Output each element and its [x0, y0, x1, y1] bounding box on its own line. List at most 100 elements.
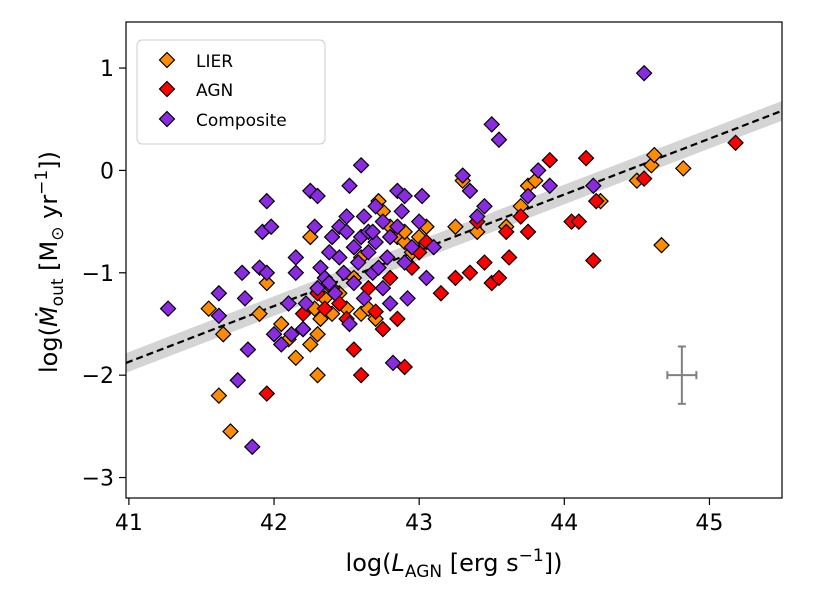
error-bar: [666, 345, 698, 405]
data-point-composite: [529, 162, 547, 179]
data-point-composite: [320, 274, 338, 292]
data-point-composite: [519, 187, 537, 205]
data-point-composite: [454, 167, 472, 184]
data-point-composite: [229, 371, 247, 389]
data-point-agn: [587, 192, 605, 210]
data-point-composite: [418, 269, 435, 287]
data-point-composite: [403, 238, 421, 256]
legend-marker-composite: [158, 110, 176, 128]
data-point-agn: [490, 269, 508, 287]
plot-frame: [125, 21, 783, 499]
data-point-agn: [500, 249, 518, 266]
data-point-composite: [345, 274, 363, 292]
series-composite: [159, 64, 653, 456]
x-tick-label: 45: [695, 511, 723, 536]
data-point-agn: [389, 310, 406, 328]
data-point-agn: [497, 223, 515, 241]
data-point-composite: [335, 264, 353, 282]
data-point-composite: [283, 325, 300, 343]
data-point-agn: [316, 300, 334, 317]
data-point-composite: [345, 238, 363, 256]
data-point-composite: [355, 290, 373, 307]
data-point-composite: [355, 208, 373, 225]
data-point-composite: [210, 284, 228, 302]
data-point-agn: [635, 170, 653, 187]
data-point-agn: [367, 303, 384, 321]
data-point-lier: [258, 274, 276, 292]
data-point-lier: [272, 315, 290, 333]
data-point-composite: [287, 264, 305, 282]
data-point-composite: [425, 238, 443, 256]
data-point-composite: [635, 64, 653, 82]
data-point-agn: [519, 223, 537, 241]
legend-marker-agn: [158, 80, 176, 98]
data-point-composite: [483, 116, 501, 133]
data-point-composite: [367, 197, 384, 215]
data-point-composite: [384, 354, 402, 372]
x-tick-label: 41: [115, 511, 143, 536]
legend-label-lier: LIER: [196, 52, 233, 72]
fit-line: [126, 109, 782, 364]
data-point-agn: [447, 269, 464, 287]
data-point-agn: [461, 264, 479, 282]
data-point-lier: [653, 236, 670, 254]
y-axis-ticks: 1 0 −1 −2 −3: [82, 57, 126, 492]
data-point-lier: [674, 160, 692, 177]
data-point-composite: [272, 336, 290, 353]
data-point-composite: [476, 197, 493, 215]
data-point-composite: [341, 315, 358, 333]
data-point-composite: [338, 223, 355, 241]
data-point-lier: [200, 300, 218, 317]
data-point-composite: [341, 177, 358, 195]
data-point-composite: [306, 218, 324, 236]
data-point-composite: [396, 254, 414, 271]
data-point-composite: [490, 131, 508, 149]
data-point-lier: [287, 349, 305, 367]
data-point-composite: [243, 438, 261, 456]
data-point-lier: [210, 387, 228, 404]
data-point-agn: [541, 151, 559, 169]
x-axis-label: log(LAGN [erg s−1]): [346, 546, 563, 582]
data-point-lier: [447, 218, 464, 236]
data-point-composite: [360, 243, 377, 261]
data-point-composite: [370, 259, 387, 277]
data-point-composite: [210, 307, 228, 325]
data-point-agn: [512, 208, 530, 225]
data-point-composite: [287, 249, 305, 266]
data-point-composite: [309, 187, 326, 205]
data-point-composite: [258, 192, 276, 210]
x-tick-label: 43: [405, 511, 433, 536]
data-point-composite: [381, 295, 399, 312]
data-point-composite: [330, 249, 348, 266]
data-point-agn: [432, 284, 450, 302]
legend-marker-lier: [158, 51, 176, 69]
data-point-composite: [364, 223, 382, 241]
data-point-lier: [214, 325, 232, 343]
data-point-agn: [727, 134, 744, 152]
data-point-composite: [399, 290, 416, 307]
data-point-lier: [468, 223, 486, 241]
data-point-lier: [301, 336, 319, 353]
y-axis-label: log(Ṁout [M⊙ yr−1]): [32, 151, 68, 373]
x-tick-label: 44: [550, 511, 578, 536]
data-point-agn: [352, 366, 370, 384]
data-point-composite: [233, 264, 251, 282]
y-tick-label: −1: [82, 262, 114, 287]
data-point-composite: [349, 254, 367, 271]
data-point-agn: [345, 341, 363, 358]
y-tick-label: −2: [82, 364, 114, 389]
data-point-agn: [374, 320, 392, 338]
x-axis-ticks: 41 42 43 44 45: [115, 498, 723, 536]
data-point-composite: [338, 208, 355, 225]
data-point-lier: [309, 366, 326, 384]
data-point-composite: [410, 213, 428, 230]
data-point-composite: [413, 187, 431, 205]
legend-label-agn: AGN: [196, 81, 233, 101]
data-point-agn: [381, 269, 399, 287]
plot-area: [125, 21, 783, 499]
legend-label-composite: Composite: [196, 111, 287, 131]
data-point-composite: [396, 187, 414, 205]
data-point-composite: [280, 295, 297, 312]
data-point-composite: [309, 279, 326, 297]
data-point-composite: [541, 177, 559, 195]
